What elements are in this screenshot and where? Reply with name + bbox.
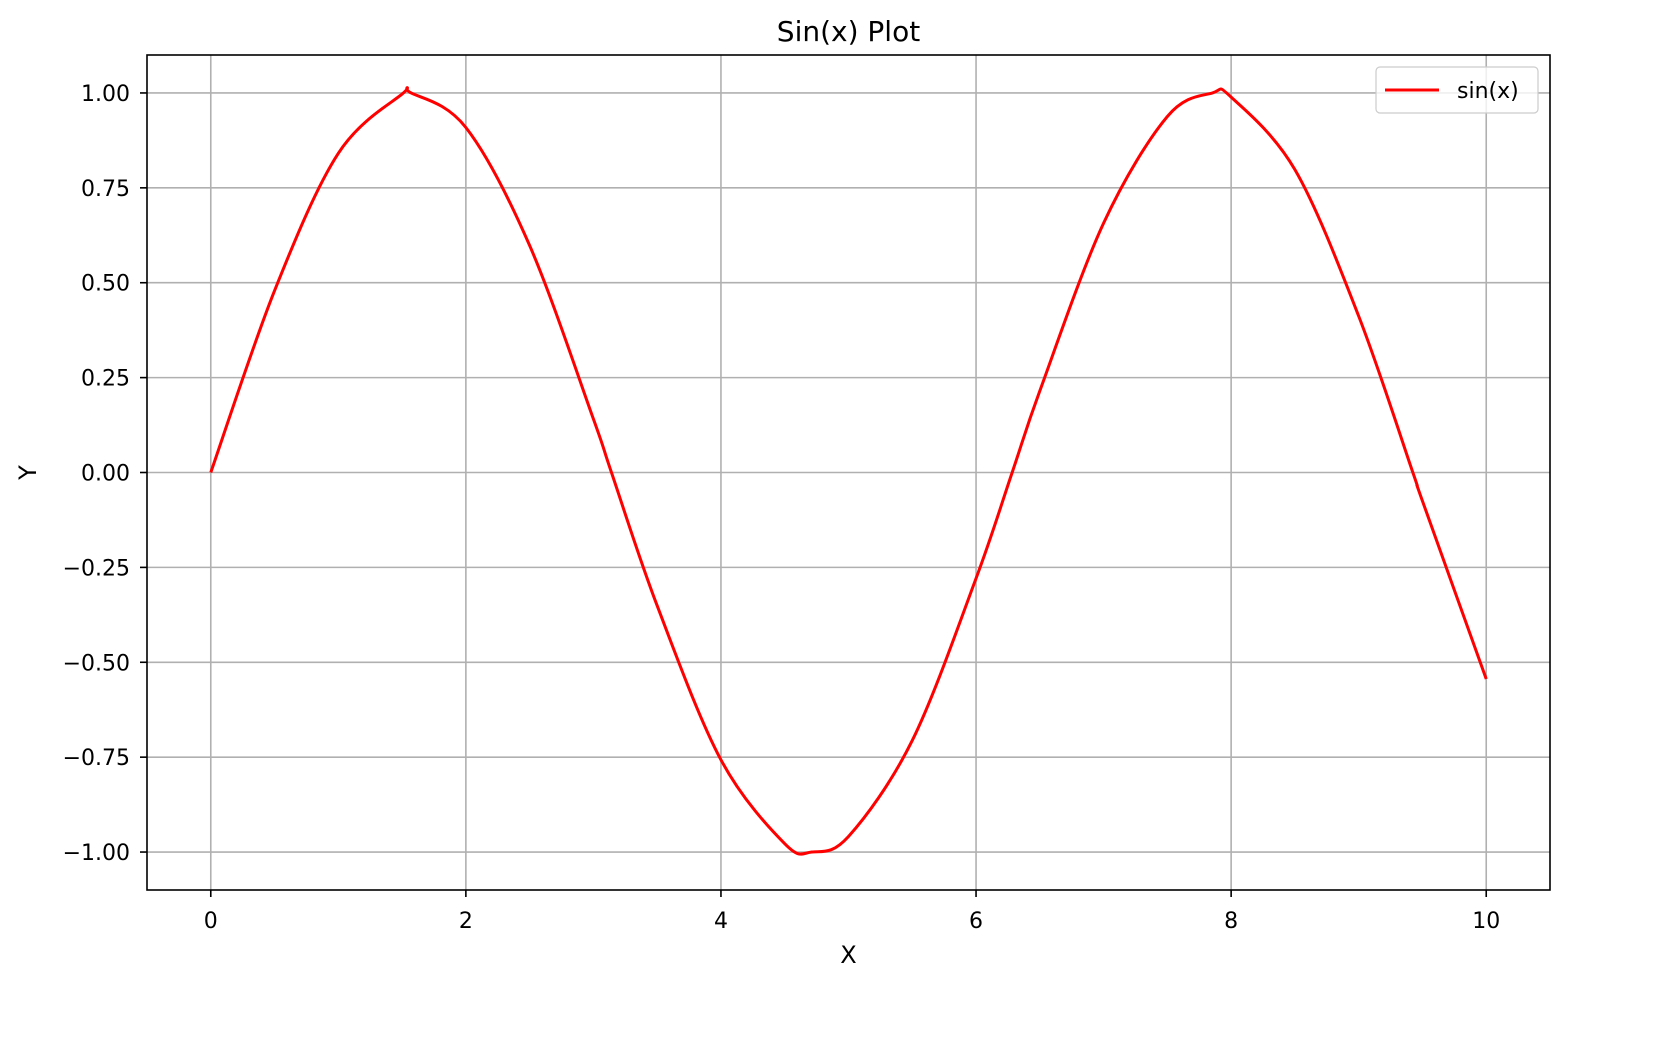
y-tick-label: 1.00	[81, 82, 130, 107]
y-tick-label: −1.00	[63, 841, 130, 866]
x-tick-label: 10	[1472, 909, 1500, 934]
x-tick-label: 4	[714, 909, 728, 934]
y-tick-label: 0.75	[81, 177, 130, 202]
y-tick-label: 0.25	[81, 367, 130, 392]
y-axis-label: Y	[14, 465, 42, 481]
tick-layer: 0 2 4 6 8 10 1.00 0.75 0.50 0.25 0.00 −0.25 −0.50 −0.…	[63, 82, 1501, 934]
grid-layer	[147, 55, 1550, 890]
series-layer	[209, 86, 1488, 856]
y-tick-label: −0.75	[63, 746, 130, 771]
series-line-sin-x	[209, 86, 1488, 856]
y-tick-label: −0.25	[63, 556, 130, 581]
x-axis-label: X	[840, 941, 856, 969]
x-tick-label: 8	[1224, 909, 1238, 934]
legend-label-sin-x: sin(x)	[1457, 79, 1519, 104]
chart-title: Sin(x) Plot	[777, 15, 920, 48]
y-tick-label: 0.00	[81, 462, 130, 487]
x-tick-label: 2	[459, 909, 473, 934]
x-tick-label: 6	[969, 909, 983, 934]
y-tick-label: −0.50	[63, 651, 130, 676]
x-tick-label: 0	[204, 909, 218, 934]
legend-box	[1375, 66, 1539, 114]
y-tick-label: 0.50	[81, 272, 130, 297]
legend: sin(x)	[1375, 66, 1539, 114]
